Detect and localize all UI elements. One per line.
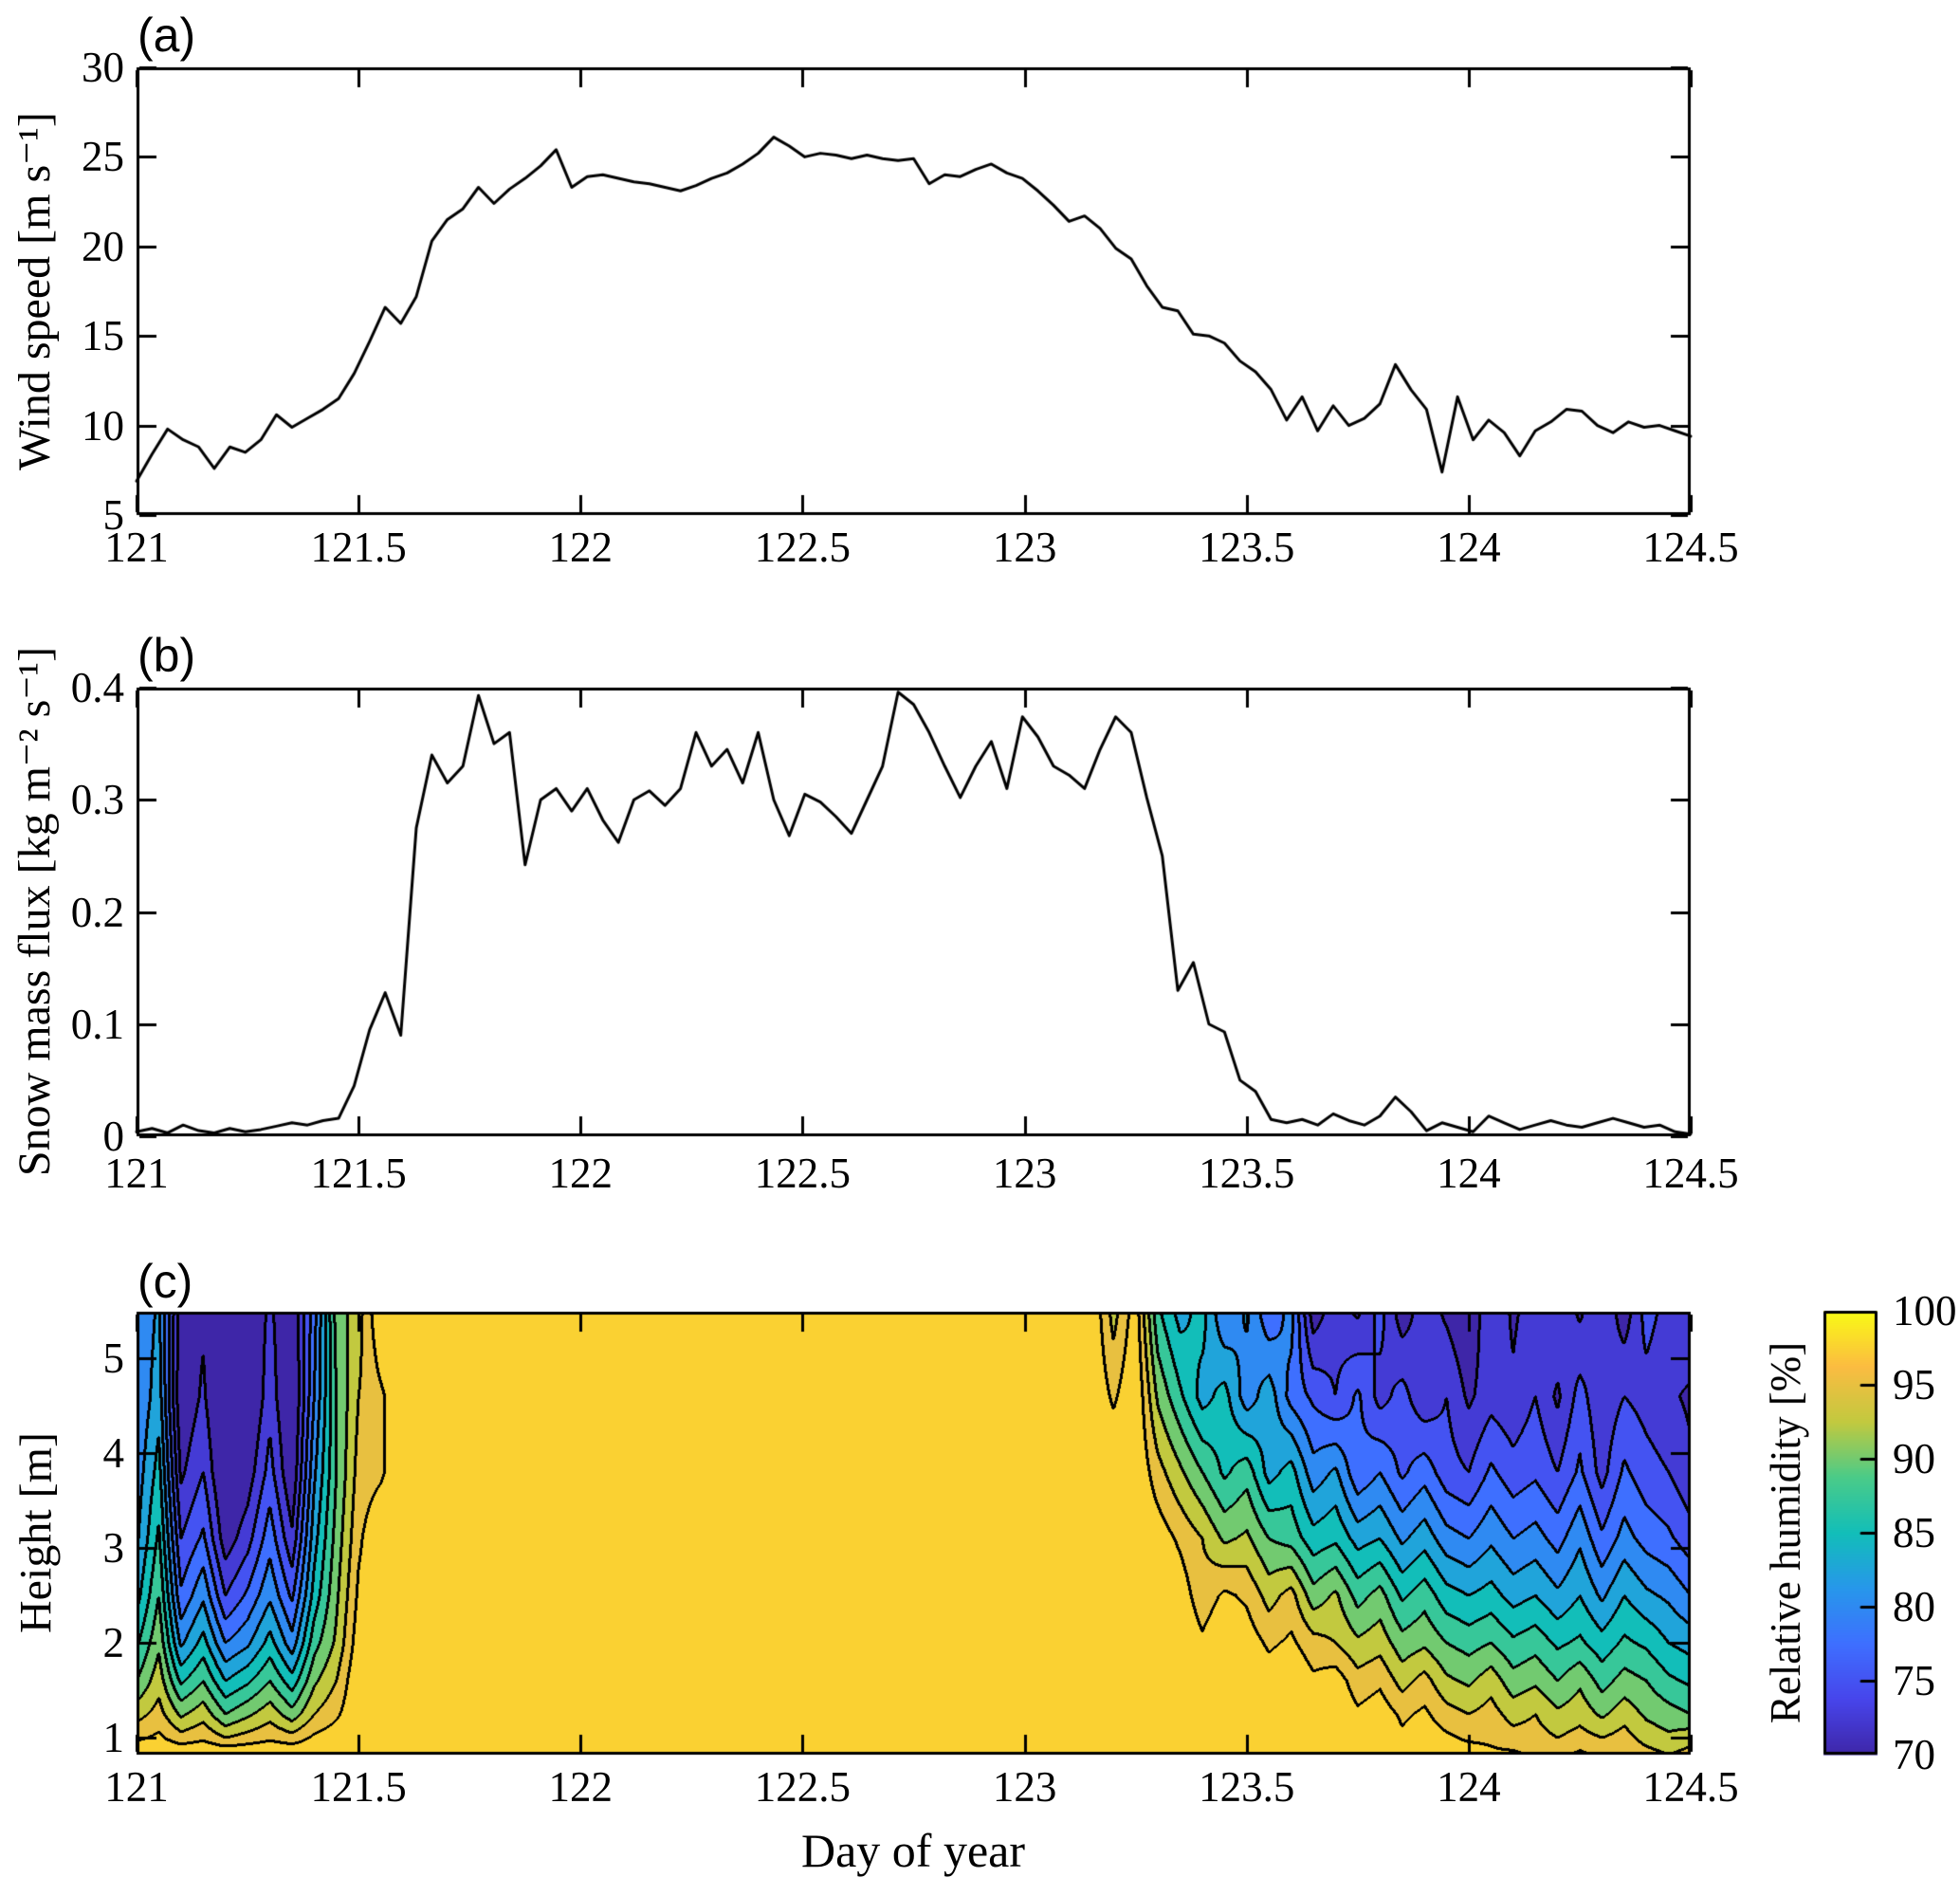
- x-tick-label: 122.5: [754, 1763, 852, 1811]
- colorbar-tick-label: 70: [1893, 1731, 1935, 1778]
- colorbar-tick-label: 75: [1893, 1657, 1935, 1704]
- y-tick-label: 0: [102, 1113, 125, 1160]
- y-tick-label: 5: [102, 491, 125, 539]
- y-tick-label: 3: [102, 1524, 125, 1572]
- x-tick-label: 121.5: [310, 1150, 407, 1197]
- x-tick-label: 124.5: [1642, 1763, 1739, 1811]
- y-tick-label: 20: [82, 222, 124, 270]
- x-tick-label: 121.5: [310, 524, 407, 571]
- x-tick-label: 122: [548, 524, 614, 571]
- panel-a-label: (a): [137, 9, 196, 62]
- y-tick-label: 0.3: [70, 776, 124, 824]
- y-tick-label: 4: [102, 1429, 125, 1477]
- x-tick-label: 124.5: [1642, 524, 1739, 571]
- x-tick-label: 124: [1437, 1150, 1501, 1197]
- panel-b-label: (b): [137, 629, 196, 682]
- colorbar-tick-label: 95: [1893, 1361, 1935, 1408]
- x-tick-label: 123.5: [1199, 1763, 1295, 1811]
- y-tick-label: 0.4: [70, 664, 124, 711]
- y-tick-label: 5: [102, 1335, 125, 1382]
- x-tick-label: 121: [104, 524, 169, 571]
- y-tick-label: 1: [102, 1714, 125, 1761]
- y-tick-label: 15: [82, 312, 124, 360]
- x-tick-label: 124.5: [1642, 1150, 1739, 1197]
- x-tick-label: 123.5: [1199, 1150, 1295, 1197]
- colorbar-tick-label: 90: [1893, 1435, 1935, 1482]
- colorbar-tick-label: 100: [1893, 1287, 1957, 1335]
- y-tick-label: 10: [82, 401, 124, 450]
- x-tick-label: 123.5: [1199, 524, 1295, 571]
- x-tick-label: 121: [104, 1763, 169, 1811]
- panel-c-label: (c): [137, 1255, 193, 1308]
- x-tick-label: 122: [548, 1150, 614, 1197]
- x-axis-label: Day of year: [801, 1824, 1025, 1877]
- y-tick-label: 25: [82, 133, 124, 181]
- x-tick-label: 123: [992, 524, 1057, 571]
- x-tick-label: 123: [992, 1150, 1057, 1197]
- y-tick-label: 30: [82, 44, 124, 91]
- x-tick-label: 124: [1437, 524, 1501, 571]
- x-tick-label: 124: [1437, 1763, 1501, 1811]
- y-tick-label: 2: [102, 1619, 125, 1666]
- colorbar-tick-label: 85: [1893, 1509, 1935, 1556]
- colorbar-label: Relative humidity [%]: [1762, 1341, 1809, 1724]
- y-tick-label: 0.1: [70, 1000, 124, 1048]
- x-tick-label: 121: [104, 1150, 169, 1197]
- x-tick-label: 123: [992, 1763, 1057, 1811]
- colorbar-tick-label: 80: [1893, 1583, 1935, 1630]
- x-tick-label: 122: [548, 1763, 614, 1811]
- y-tick-label: 0.2: [70, 888, 124, 936]
- x-tick-label: 122.5: [754, 524, 852, 571]
- x-tick-label: 122.5: [754, 1150, 852, 1197]
- x-tick-label: 121.5: [310, 1763, 407, 1811]
